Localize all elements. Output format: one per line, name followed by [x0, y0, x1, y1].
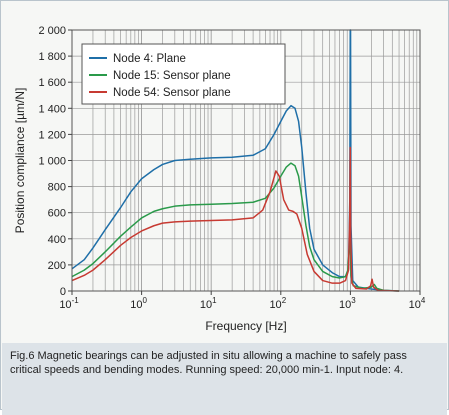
- legend-box: [81, 43, 286, 105]
- chart-area: 0 200 400 600 800 1 000 1 200 1 400 1 600 1 800 2 …: [2, 2, 447, 341]
- y-tick-label: 600: [48, 208, 66, 220]
- legend-label: Node 4: Plane: [113, 53, 186, 65]
- y-tick-label: 1 400: [38, 103, 66, 115]
- y-tick-label: 1 000: [38, 156, 66, 168]
- x-axis-label: Frequency [Hz]: [205, 319, 286, 333]
- y-tick-label: 1 200: [38, 129, 66, 141]
- y-tick-label: 1 600: [38, 77, 66, 89]
- figure-caption: Fig.6 Magnetic bearings can be adjusted …: [2, 343, 447, 415]
- series-line: [71, 146, 400, 292]
- x-tick-label: 101: [200, 296, 217, 311]
- y-tick-label: 200: [48, 260, 66, 272]
- x-tick-label: 100: [130, 296, 147, 311]
- x-tick-label: 102: [269, 296, 286, 311]
- compliance-chart: 0 200 400 600 800 1 000 1 200 1 400 1 600 1 800 2 …: [13, 25, 426, 333]
- legend-label: Node 54: Sensor plane: [113, 87, 231, 99]
- y-tick-label: 1 800: [38, 51, 66, 63]
- x-tick-label: 104: [409, 296, 426, 311]
- y-tick-label: 0: [60, 286, 66, 298]
- y-axis-label: Position compliance [µm/N]: [13, 88, 27, 234]
- y-tick-label: 2 000: [38, 25, 66, 37]
- y-tick-label: 800: [48, 182, 66, 194]
- x-tick-label: 10-1: [59, 296, 79, 311]
- legend-label: Node 15: Sensor plane: [113, 70, 231, 82]
- x-tick-label: 103: [339, 296, 356, 311]
- y-tick-label: 400: [48, 234, 66, 246]
